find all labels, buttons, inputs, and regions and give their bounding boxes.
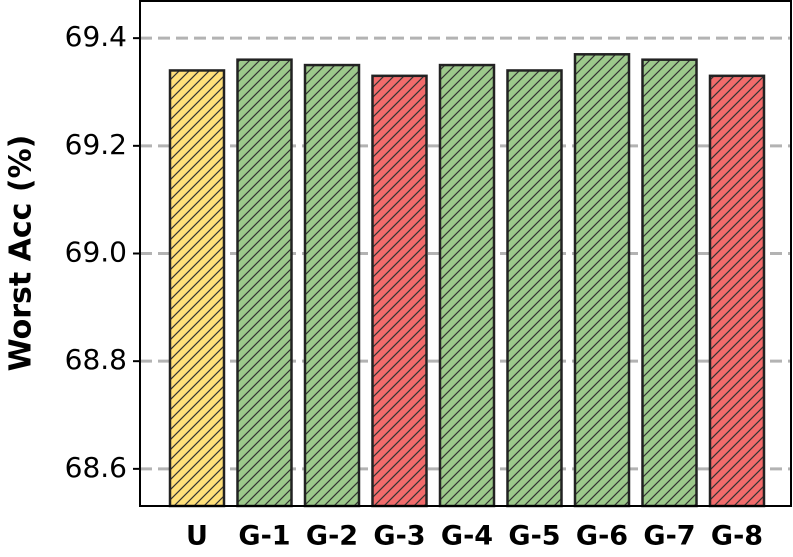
x-tick-label: U [186,521,208,552]
y-tick-label: 69.4 [65,20,127,53]
x-tick-label: G-3 [373,521,425,552]
x-tick-label: G-6 [576,521,628,552]
x-tick-label: G-8 [711,521,763,552]
bar [438,63,496,508]
y-tick-label: 68.8 [65,343,127,376]
bar [641,58,698,508]
bar [708,74,766,508]
plot-frame [139,0,792,507]
bar [506,69,563,508]
bar [573,53,631,508]
y-axis-label: Worst Acc (%) [4,135,39,372]
x-tick-label: G-7 [643,521,695,552]
bar [371,74,428,508]
bar [236,58,293,508]
x-tick-label: G-2 [306,521,358,552]
bar [168,69,226,508]
y-tick-label: 69.2 [65,128,127,161]
x-tick-label: G-4 [441,521,493,552]
bar [303,63,361,508]
y-tick-label: 69.0 [65,236,127,269]
y-tick-label: 68.6 [65,451,127,484]
x-tick-label: G-1 [238,521,290,552]
x-tick-label: G-5 [508,521,560,552]
